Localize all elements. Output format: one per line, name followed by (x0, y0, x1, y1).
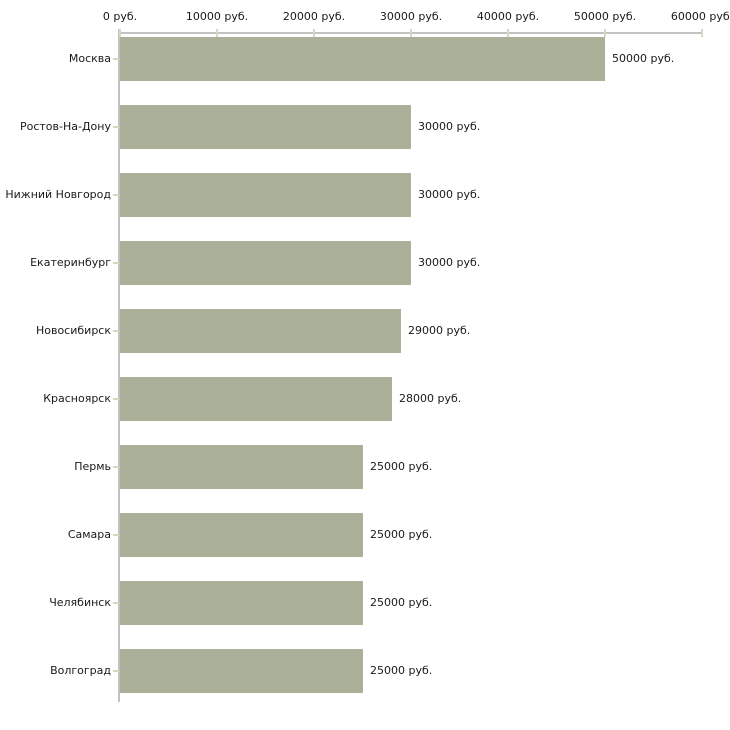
y-axis-line (118, 29, 120, 702)
category-tick-mark (113, 602, 119, 604)
x-axis-tick-mark (216, 29, 218, 37)
x-axis-tick-mark (313, 29, 315, 37)
category-label: Пермь (74, 460, 111, 473)
category-tick-mark (113, 534, 119, 536)
value-label: 29000 руб. (408, 324, 471, 337)
value-label: 25000 руб. (370, 664, 433, 677)
value-label: 50000 руб. (612, 52, 675, 65)
category-tick-mark (113, 466, 119, 468)
value-label: 30000 руб. (418, 120, 481, 133)
value-label: 30000 руб. (418, 256, 481, 269)
x-axis-tick-label: 60000 руб. (670, 10, 730, 23)
category-label: Москва (68, 52, 111, 65)
value-label: 25000 руб. (370, 460, 433, 473)
category-tick-mark (113, 194, 119, 196)
bar (120, 105, 411, 149)
x-axis-tick-label: 10000 руб. (185, 10, 249, 23)
category-tick-mark (113, 670, 119, 672)
x-axis-tick-label: 40000 руб. (476, 10, 540, 23)
category-label: Челябинск (49, 596, 111, 609)
bar (120, 445, 363, 489)
category-tick-mark (113, 58, 119, 60)
category-tick-mark (113, 330, 119, 332)
x-axis-tick-mark (604, 29, 606, 37)
x-axis-tick-label: 20000 руб. (282, 10, 346, 23)
bar (120, 649, 363, 693)
x-axis-tick-mark (410, 29, 412, 37)
category-label: Екатеринбург (30, 256, 111, 269)
x-axis-tick-label: 30000 руб. (379, 10, 443, 23)
value-label: 25000 руб. (370, 596, 433, 609)
x-axis-tick-mark (507, 29, 509, 37)
bar (120, 37, 605, 81)
category-label: Ростов-На-Дону (19, 120, 111, 133)
category-label: Самара (67, 528, 111, 541)
category-label: Новосибирск (35, 324, 111, 337)
category-tick-mark (113, 126, 119, 128)
bar (120, 377, 392, 421)
value-label: 30000 руб. (418, 188, 481, 201)
bar (120, 173, 411, 217)
value-label: 28000 руб. (399, 392, 462, 405)
category-tick-mark (113, 398, 119, 400)
category-tick-mark (113, 262, 119, 264)
category-label: Волгоград (50, 664, 111, 677)
bar (120, 241, 411, 285)
x-axis-tick-label: 0 руб. (102, 10, 138, 23)
x-axis-tick-mark (701, 29, 703, 37)
bar (120, 513, 363, 557)
bar (120, 581, 363, 625)
x-axis-tick-mark (119, 29, 121, 37)
x-axis-tick-label: 50000 руб. (573, 10, 637, 23)
value-label: 25000 руб. (370, 528, 433, 541)
bar (120, 309, 401, 353)
category-label: Нижний Новгород (5, 188, 111, 201)
category-label: Красноярск (43, 392, 111, 405)
